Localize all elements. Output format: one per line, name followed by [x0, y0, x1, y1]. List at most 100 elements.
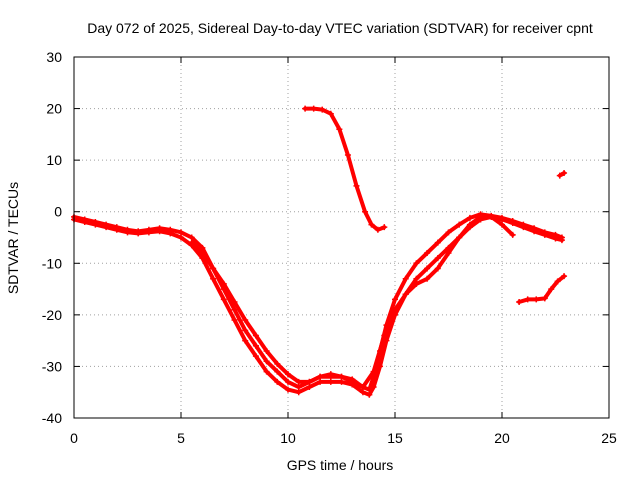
data-point: [466, 214, 473, 221]
data-point: [263, 358, 270, 365]
data-point: [220, 280, 227, 287]
data-point: [520, 224, 527, 231]
x-tick-label: 5: [177, 430, 185, 446]
data-point: [145, 229, 152, 236]
data-point: [499, 216, 505, 223]
data-point: [252, 353, 259, 360]
data-point: [424, 265, 431, 272]
data-point: [327, 110, 334, 117]
series-line: [189, 214, 515, 390]
series-track-d: [302, 105, 388, 233]
data-point: [359, 389, 366, 396]
data-point: [413, 275, 420, 282]
data-point: [338, 378, 345, 385]
data-point: [434, 265, 441, 272]
data-point: [477, 213, 484, 220]
data-point: [263, 347, 270, 354]
data-point: [413, 260, 420, 267]
y-tick-label: 20: [46, 101, 62, 117]
data-point: [509, 231, 516, 238]
data-point: [263, 368, 270, 375]
data-point: [81, 219, 88, 226]
series-track-a: [71, 211, 565, 393]
series-track-b: [71, 213, 565, 398]
data-point: [402, 275, 409, 282]
data-point: [456, 234, 463, 241]
data-point: [368, 221, 375, 228]
data-point: [359, 384, 366, 391]
data-point: [556, 172, 563, 179]
data-point: [392, 306, 398, 313]
data-point: [231, 317, 238, 324]
data-point: [199, 249, 206, 256]
data-point: [541, 231, 548, 238]
plot-frame: [73, 56, 610, 419]
data-point: [524, 296, 531, 303]
data-point: [509, 220, 516, 227]
data-point: [434, 255, 441, 262]
data-point: [242, 327, 249, 334]
series-track-f: [556, 170, 568, 179]
data-point: [413, 280, 420, 287]
data-point: [366, 391, 373, 398]
data-point: [199, 244, 206, 251]
series-track-c: [188, 213, 516, 391]
data-point: [370, 368, 377, 375]
data-point: [381, 224, 388, 231]
data-point: [374, 226, 381, 233]
data-point: [456, 221, 463, 228]
x-tick-label: 15: [387, 430, 403, 446]
series-layer: [71, 105, 568, 398]
data-point: [402, 291, 409, 298]
series-track-e: [516, 273, 568, 305]
data-point: [344, 151, 351, 158]
x-tick-label: 10: [280, 430, 296, 446]
y-tick-label: -10: [42, 255, 62, 271]
data-point: [362, 208, 369, 215]
data-point: [124, 229, 131, 236]
y-axis: -40 -30 -20 -10 0 10 20 30: [42, 49, 609, 426]
data-point: [135, 230, 142, 237]
data-point: [231, 298, 238, 305]
data-point: [319, 106, 326, 113]
y-tick-label: -30: [42, 358, 62, 374]
data-point: [349, 378, 356, 385]
data-point: [317, 378, 324, 385]
data-point: [561, 170, 568, 177]
data-point: [424, 249, 431, 256]
data-point: [285, 378, 291, 385]
data-point: [336, 126, 343, 133]
y-axis-label: SDTVAR / TECUs: [5, 182, 21, 294]
x-tick-label: 20: [494, 430, 510, 446]
chart-title: Day 072 of 2025, Sidereal Day-to-day VTE…: [87, 20, 593, 36]
data-point: [327, 378, 334, 385]
series-line: [72, 214, 564, 397]
data-point: [531, 228, 538, 235]
x-axis-label: GPS time / hours: [287, 457, 394, 473]
data-point: [338, 373, 345, 380]
data-point: [156, 228, 163, 235]
y-tick-label: 0: [54, 204, 62, 220]
data-point: [252, 342, 259, 349]
data-point: [327, 371, 334, 378]
data-point: [242, 317, 249, 324]
data-point: [306, 378, 313, 385]
data-point: [103, 224, 110, 231]
data-point: [466, 221, 473, 228]
data-point: [178, 229, 184, 236]
data-point: [210, 265, 217, 272]
data-point: [558, 237, 565, 244]
data-point: [274, 360, 281, 367]
data-point: [210, 275, 217, 282]
data-point: [167, 230, 174, 237]
data-point: [274, 368, 281, 375]
series-line: [72, 212, 564, 392]
data-point: [285, 371, 291, 378]
data-point: [92, 221, 99, 228]
data-point: [295, 384, 302, 391]
data-point: [295, 389, 302, 396]
data-point: [285, 386, 291, 393]
data-point: [188, 234, 195, 241]
series-line: [303, 106, 387, 232]
